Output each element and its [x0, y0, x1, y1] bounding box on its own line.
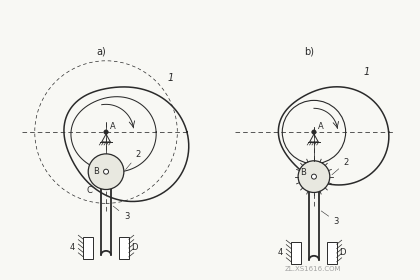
Text: ZL.XS1616.COM: ZL.XS1616.COM	[284, 266, 341, 272]
Text: D: D	[131, 243, 137, 252]
Circle shape	[104, 169, 108, 174]
Text: 2: 2	[126, 150, 141, 170]
Circle shape	[298, 161, 330, 192]
Bar	[291, 242, 301, 264]
Bar	[327, 242, 337, 264]
Text: 4: 4	[277, 248, 283, 257]
Text: B: B	[300, 168, 306, 177]
Text: 1: 1	[168, 73, 174, 83]
Text: 3: 3	[321, 211, 339, 226]
Circle shape	[104, 130, 108, 134]
Text: 3: 3	[113, 206, 129, 221]
Bar	[119, 237, 129, 259]
Text: b): b)	[304, 47, 314, 57]
Circle shape	[312, 130, 316, 134]
Text: 1: 1	[363, 67, 370, 77]
Bar	[83, 237, 93, 259]
Circle shape	[312, 174, 316, 179]
Text: A: A	[318, 122, 324, 131]
Text: A: A	[110, 122, 116, 131]
Text: C: C	[86, 186, 92, 195]
Text: B: B	[93, 167, 99, 176]
Circle shape	[88, 154, 124, 190]
Text: 2: 2	[332, 158, 349, 175]
Text: a): a)	[96, 47, 106, 57]
Text: 4: 4	[69, 243, 75, 252]
Text: D: D	[339, 248, 345, 257]
